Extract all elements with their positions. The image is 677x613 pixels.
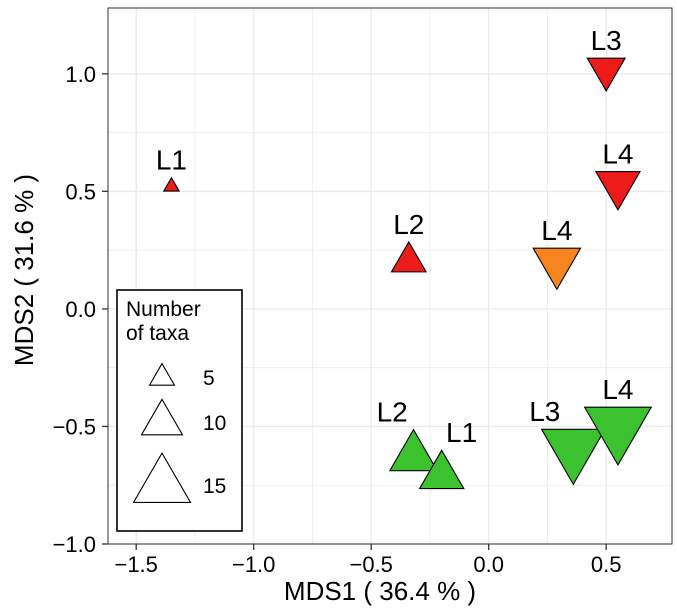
legend-entry-label: 5 — [203, 367, 215, 390]
legend-key-triangle — [132, 451, 192, 504]
y-tick-label: 1.0 — [65, 62, 96, 87]
point-label: L1 — [156, 145, 187, 176]
data-point-green-l2 — [388, 428, 439, 472]
legend-key-triangle — [140, 398, 184, 436]
point-label: L2 — [393, 209, 424, 240]
data-point-red-l4 — [594, 171, 642, 211]
x-tick-label: −1.0 — [232, 552, 275, 577]
axes-layer: −1.5 −1.0 −0.5 0.0 0.5 −1.0 −0.5 0.0 0.5 1.0 — [53, 7, 673, 577]
y-tick-label: −0.5 — [53, 414, 96, 439]
point-label: L4 — [602, 138, 633, 169]
plot-panel-border — [107, 7, 673, 545]
data-point-red-l1 — [162, 176, 181, 192]
data-point-green-l1 — [418, 449, 465, 490]
data-point-red-l3 — [586, 57, 627, 93]
x-tick-label: 0.5 — [591, 552, 622, 577]
legend-key-triangle — [148, 362, 176, 386]
y-tick-label: −1.0 — [53, 532, 96, 557]
legend-entry-label: 10 — [203, 412, 226, 435]
y-axis-title: MDS2 ( 31.6 % ) — [9, 174, 39, 366]
legend-title-line: of taxa — [126, 322, 189, 345]
x-tick-label: −0.5 — [349, 552, 392, 577]
y-tick-label: 0.0 — [65, 297, 96, 322]
point-labels-layer: L1 L2 L3 L4 L4 L2 L1 L3 L4 — [156, 25, 634, 448]
point-label: L3 — [529, 396, 560, 427]
y-tick-label: 0.5 — [65, 179, 96, 204]
x-tick-label: 0.0 — [473, 552, 504, 577]
data-point-green-l4 — [583, 406, 653, 467]
point-label: L2 — [377, 397, 408, 428]
x-tick-label: −1.5 — [114, 552, 157, 577]
x-axis-title: MDS1 ( 36.4 % ) — [284, 576, 476, 606]
point-label: L4 — [541, 215, 572, 246]
legend-entry-label: 15 — [203, 475, 226, 498]
point-label: L1 — [446, 417, 477, 448]
data-point-red-l2 — [390, 240, 428, 273]
legend-title-line: Number — [126, 298, 201, 321]
data-point-green-l3 — [540, 428, 606, 486]
point-label: L4 — [602, 374, 633, 405]
data-point-orange-l4 — [532, 247, 582, 291]
points-layer — [162, 57, 653, 490]
point-label: L3 — [591, 25, 622, 56]
